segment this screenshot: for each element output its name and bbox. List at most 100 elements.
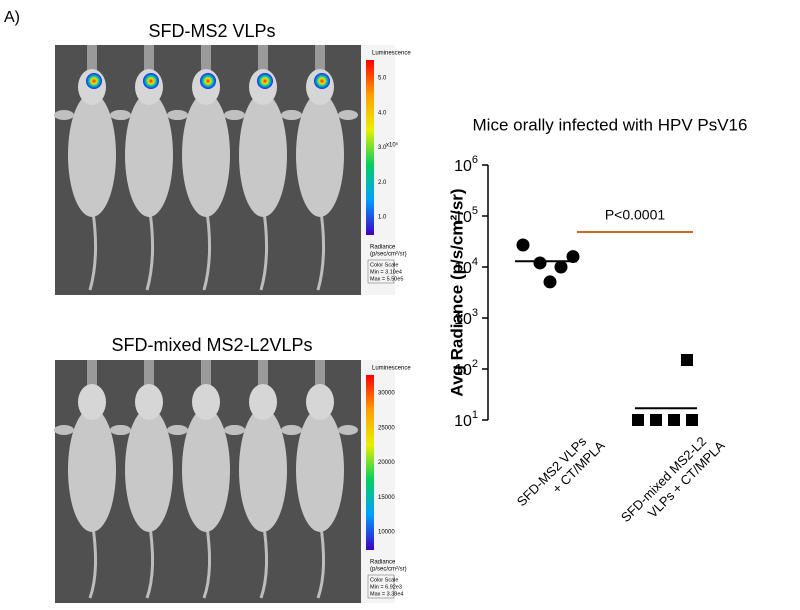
data-point — [566, 250, 580, 264]
y-tick-label: 106 — [454, 154, 478, 175]
image-title: SFD-MS2 VLPs — [148, 21, 275, 41]
y-tick-base: 10 — [454, 311, 472, 328]
y-tick-base: 10 — [454, 260, 472, 277]
nose-cone — [315, 360, 325, 390]
mouse-body — [182, 93, 230, 217]
signal-spot — [143, 73, 159, 89]
nose-cone — [315, 45, 325, 75]
data-point — [632, 414, 644, 426]
colorbar-unit: (p/sec/cm²/sr) — [370, 252, 407, 258]
colorbar-tick-label: 10000 — [378, 530, 395, 536]
panel-label: A) — [4, 9, 20, 26]
y-tick-label: 104 — [454, 256, 478, 277]
mouse-body — [296, 93, 344, 217]
colorbar-unit: Radiance — [370, 560, 396, 566]
nose-cone — [258, 45, 268, 75]
mouse-body — [239, 408, 287, 532]
mouse-limb — [338, 425, 358, 435]
data-point — [516, 238, 530, 252]
colorbar — [366, 375, 374, 550]
colorbar-multiplier: x10⁵ — [386, 142, 399, 149]
y-tick-base: 10 — [454, 413, 472, 430]
nose-cone — [144, 45, 154, 75]
colorbar-tick-label: 5.0 — [378, 76, 387, 82]
mouse-head — [249, 384, 277, 420]
colorbar — [366, 60, 374, 235]
y-tick-label: 105 — [454, 205, 478, 226]
nose-cone — [87, 45, 97, 75]
colorbar-unit: Radiance — [370, 245, 396, 251]
signal-spot — [200, 73, 216, 89]
colorbar-tick-label: 2.0 — [378, 180, 387, 186]
mouse-head — [78, 384, 106, 420]
colorbar-tick-label: 30000 — [378, 391, 395, 397]
colorbar-title: Luminescence — [372, 51, 411, 57]
mouse-head — [192, 384, 220, 420]
y-tick-label: 102 — [454, 358, 478, 379]
colorbar-unit: (p/sec/cm²/sr) — [370, 567, 407, 573]
mouse-limb — [225, 110, 245, 120]
y-tick-label: 101 — [454, 409, 478, 430]
y-tick-exponent: 3 — [472, 307, 478, 319]
scale-text: Color Scale — [370, 577, 398, 583]
colorbar-tick-label: 15000 — [378, 495, 395, 501]
mouse-limb — [338, 110, 358, 120]
y-tick-exponent: 6 — [472, 154, 478, 166]
y-tick-base: 10 — [454, 209, 472, 226]
nose-cone — [144, 360, 154, 390]
mouse-body — [68, 93, 116, 217]
mouse-body — [296, 408, 344, 532]
data-point — [650, 414, 662, 426]
y-tick-label: 103 — [454, 307, 478, 328]
mouse-limb — [111, 110, 131, 120]
mouse-body — [182, 408, 230, 532]
mouse-head — [306, 384, 334, 420]
y-tick-exponent: 2 — [472, 358, 478, 370]
y-tick-base: 10 — [454, 158, 472, 175]
y-axis-label: Avg Radiance (p/s/cm²/sr) — [447, 188, 466, 396]
colorbar-tick-label: 1.0 — [378, 215, 387, 221]
y-tick-base: 10 — [454, 362, 472, 379]
scale-text: Max = 5.50e5 — [370, 276, 403, 282]
colorbar-tick-label: 4.0 — [378, 110, 387, 116]
mouse-limb — [111, 425, 131, 435]
data-point — [668, 414, 680, 426]
scale-box — [367, 259, 395, 284]
x-tick-label: SFD-MS2 VLPs+ CT/MPLA — [514, 427, 608, 521]
data-point — [533, 256, 547, 270]
colorbar-tick-label: 3.0 — [378, 145, 387, 151]
mouse-limb — [225, 425, 245, 435]
scale-text: Min = 6.92e3 — [370, 584, 402, 590]
scale-text: Color Scale — [370, 262, 398, 268]
y-tick-exponent: 1 — [472, 409, 478, 421]
nose-cone — [201, 360, 211, 390]
mouse-body — [125, 408, 173, 532]
signal-spot — [257, 73, 273, 89]
mouse-limb — [282, 110, 302, 120]
mouse-limb — [54, 425, 74, 435]
nose-cone — [201, 45, 211, 75]
scale-text: Min = 3.10e4 — [370, 269, 402, 275]
image-title: SFD-mixed MS2-L2VLPs — [111, 335, 312, 355]
x-tick-label: SFD-mixed MS2-L2VLPs + CT/MPLA — [618, 427, 728, 537]
data-point — [543, 275, 557, 289]
y-tick-exponent: 4 — [472, 256, 478, 268]
signal-spot — [86, 73, 102, 89]
mouse-head — [135, 384, 163, 420]
scale-box — [367, 574, 395, 599]
significance-label: P<0.0001 — [605, 207, 666, 223]
mouse-limb — [54, 110, 74, 120]
signal-spot — [314, 73, 330, 89]
nose-cone — [87, 360, 97, 390]
chart-title: Mice orally infected with HPV PsV16 — [473, 115, 748, 134]
mouse-body — [239, 93, 287, 217]
mouse-limb — [282, 425, 302, 435]
colorbar-tick-label: 25000 — [378, 425, 395, 431]
data-point — [686, 414, 698, 426]
colorbar-title: Luminescence — [372, 366, 411, 372]
nose-cone — [258, 360, 268, 390]
data-point — [554, 260, 568, 274]
data-point — [681, 354, 693, 367]
